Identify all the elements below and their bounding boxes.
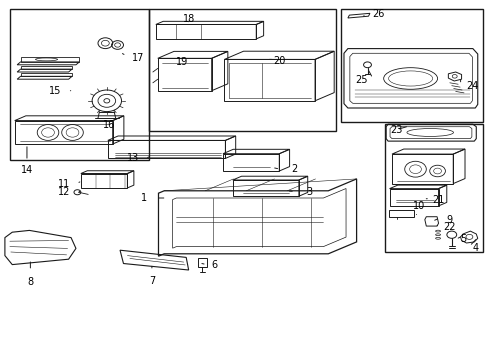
Text: 18: 18 [182, 14, 195, 24]
Text: 17: 17 [132, 53, 145, 63]
Text: 10: 10 [413, 201, 425, 211]
Text: 14: 14 [21, 165, 33, 175]
Text: 20: 20 [273, 56, 286, 66]
Bar [198, 258, 207, 267]
Text: 23: 23 [391, 125, 403, 135]
Text: 6: 6 [212, 260, 218, 270]
Text: 22: 22 [443, 222, 456, 232]
Bar [389, 210, 414, 217]
Text: 3: 3 [306, 186, 313, 197]
Text: 15: 15 [49, 86, 61, 96]
Text: 21: 21 [432, 195, 444, 205]
Bar [385, 124, 483, 252]
Text: 7: 7 [149, 276, 155, 287]
Text: 19: 19 [176, 57, 188, 67]
Bar [341, 9, 483, 122]
Text: 11: 11 [58, 179, 70, 189]
Text: 1: 1 [141, 193, 147, 203]
Bar [149, 9, 336, 131]
Text: 16: 16 [103, 120, 115, 130]
Text: 12: 12 [58, 186, 70, 197]
Text: 8: 8 [27, 277, 33, 287]
Text: 25: 25 [355, 75, 368, 85]
Text: 24: 24 [466, 81, 479, 91]
Text: 13: 13 [127, 153, 139, 163]
Text: 5: 5 [461, 234, 467, 244]
Text: 4: 4 [473, 243, 479, 253]
Text: 2: 2 [292, 164, 298, 174]
Text: 26: 26 [372, 9, 385, 19]
Bar [10, 9, 149, 160]
Text: 9: 9 [446, 215, 452, 225]
